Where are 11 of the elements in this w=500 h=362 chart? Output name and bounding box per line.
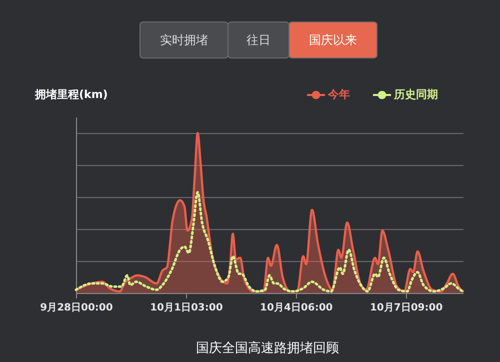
text: 往日 — [246, 33, 270, 47]
x-tick-label: 10月4日06:00 — [260, 302, 333, 314]
x-tick-label: 9月28日00:00 — [40, 302, 113, 314]
text: 国庆全国高速路拥堵回顾 — [196, 340, 339, 356]
y-axis-title: 拥堵里程(km) — [34, 88, 108, 101]
x-tick-label: 10月7日09:00 — [370, 302, 443, 314]
x-tick-label: 10月1日03:00 — [150, 302, 223, 314]
text: 国庆以来 — [309, 33, 357, 47]
legend-label: 今年 — [327, 88, 350, 101]
legend-label: 历史同期 — [393, 88, 438, 101]
text: 实时拥堵 — [160, 33, 208, 47]
